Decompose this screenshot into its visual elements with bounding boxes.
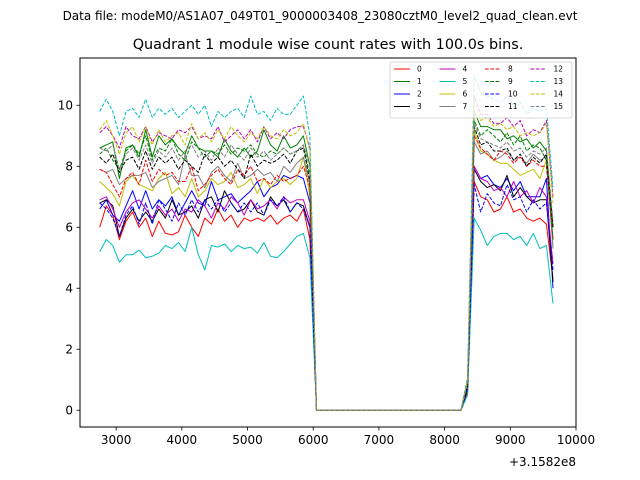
- series-line-3: [99, 168, 554, 411]
- series-line-1: [99, 110, 554, 411]
- legend-label-10: 10: [508, 90, 518, 99]
- legend-label-5: 5: [463, 77, 468, 86]
- series-line-7: [99, 141, 554, 411]
- series-line-15: [99, 123, 554, 411]
- x-tick-label: 9000: [495, 433, 526, 447]
- x-tick-label: 10000: [557, 433, 595, 447]
- y-tick-label: 2: [65, 343, 73, 357]
- legend-label-12: 12: [554, 65, 564, 74]
- legend-label-7: 7: [463, 102, 468, 111]
- legend-label-2: 2: [417, 90, 422, 99]
- axes-frame: [79, 57, 577, 428]
- figure-suptitle: Data file: modeM0/AS1A07_049T01_90000034…: [63, 9, 578, 23]
- x-tick-label: 4000: [167, 433, 198, 447]
- x-tick-label: 7000: [364, 433, 395, 447]
- series-line-10: [99, 184, 554, 411]
- series-line-12: [99, 95, 554, 411]
- legend-label-14: 14: [554, 90, 564, 99]
- legend-label-3: 3: [417, 102, 422, 111]
- legend-label-8: 8: [508, 65, 513, 74]
- x-tick-label: 3000: [101, 433, 132, 447]
- series-line-6: [99, 129, 554, 411]
- legend-label-13: 13: [554, 77, 564, 86]
- y-tick-label: 8: [65, 160, 73, 174]
- y-tick-label: 6: [65, 221, 73, 235]
- legend-label-15: 15: [554, 102, 564, 111]
- legend-box: [389, 61, 573, 119]
- legend-label-11: 11: [508, 102, 518, 111]
- y-tick-label: 4: [65, 282, 73, 296]
- x-tick-label: 5000: [232, 433, 263, 447]
- y-tick-label: 0: [65, 404, 73, 418]
- legend-label-6: 6: [463, 90, 468, 99]
- series-line-11: [99, 126, 554, 411]
- x-axis: 3000 4000 5000 6000 7000 8000 9000 10000: [101, 427, 595, 447]
- series-line-5: [99, 217, 554, 411]
- y-axis: 0 2 4 6 8 10: [58, 99, 80, 418]
- x-offset-label: +3.1582e8: [509, 455, 576, 469]
- legend-label-1: 1: [417, 77, 422, 86]
- plot-lines: [99, 74, 554, 411]
- series-line-14: [99, 101, 554, 411]
- legend-label-9: 9: [508, 77, 513, 86]
- y-tick-label: 10: [58, 99, 73, 113]
- legend-label-0: 0: [417, 65, 422, 74]
- series-line-0: [99, 181, 554, 411]
- series-line-4: [99, 165, 554, 411]
- series-line-9: [99, 120, 554, 411]
- legend-label-4: 4: [463, 65, 468, 74]
- x-tick-label: 8000: [429, 433, 460, 447]
- x-tick-label: 6000: [298, 433, 329, 447]
- chart-title: Quadrant 1 module wise count rates with …: [133, 37, 524, 53]
